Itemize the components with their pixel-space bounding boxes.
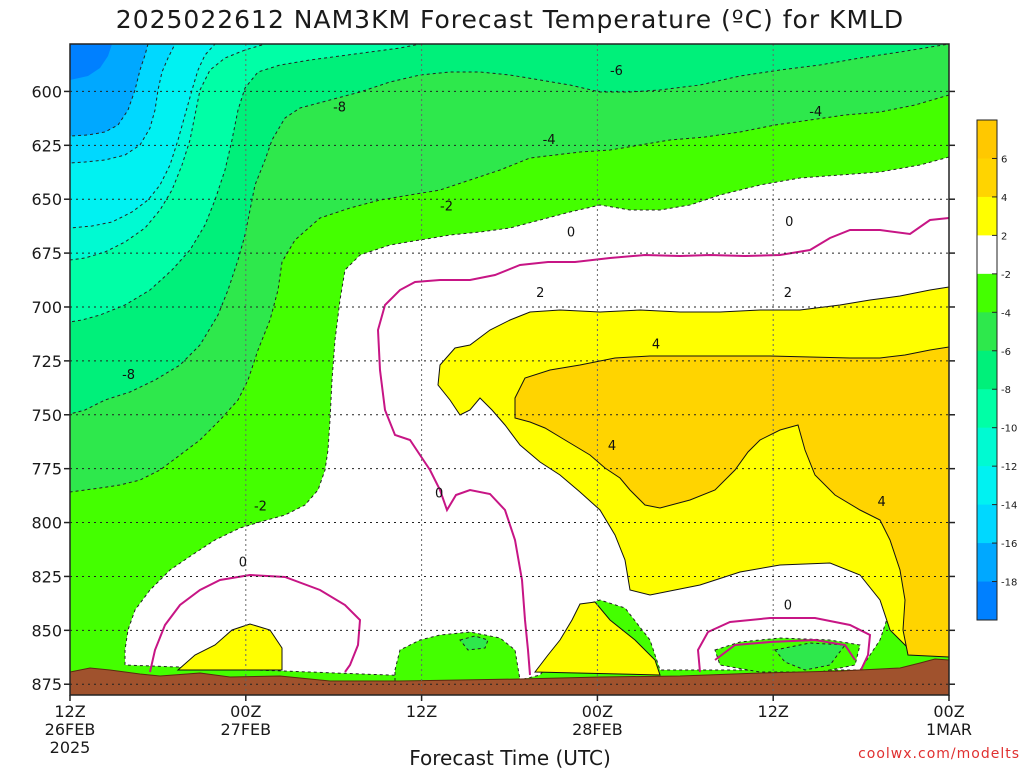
contour-label: 0 (784, 598, 792, 613)
y-gridlines (70, 90, 949, 685)
band-coldest (70, 44, 112, 80)
colorbar-bin (977, 504, 997, 544)
x-tick-label: 27FEB (220, 720, 271, 739)
y-tick-label: 600 (31, 82, 62, 101)
x-tick-label: 12Z (54, 702, 85, 721)
contour-label: 4 (652, 338, 660, 353)
colorbar-label: -8 (1001, 385, 1011, 396)
plot-area (70, 44, 949, 695)
colorbar-frame (976, 119, 998, 621)
contour-label: -4 (543, 133, 556, 148)
y-tick-label: 750 (31, 406, 62, 425)
chart-title: 2025022612 NAM3KM Forecast Temperature (… (116, 5, 904, 34)
band-plus2-surface-pocket-2 (534, 601, 661, 676)
contour-label: 4 (608, 439, 616, 454)
colorbar-bin (977, 543, 997, 583)
colorbar-label: 4 (1001, 193, 1007, 204)
colorbar-bin (977, 158, 997, 198)
y-tick-label: 675 (31, 244, 62, 263)
colorbar-label: -2 (1001, 270, 1011, 281)
colorbar-label: 2 (1001, 231, 1007, 242)
colorbar-label: -4 (1001, 308, 1011, 319)
contour-label: -8 (122, 368, 135, 383)
colorbar-bin (977, 273, 997, 313)
x-tick-label: 12Z (758, 702, 789, 721)
colorbar-label: -16 (1001, 539, 1017, 550)
contour-label: -6 (610, 64, 623, 79)
contour-label: -2 (254, 499, 267, 514)
y-tick-label: 625 (31, 136, 62, 155)
credit-text: coolwx.com/modelts (858, 746, 1020, 762)
x-gridlines (70, 44, 949, 695)
colorbar-label: -6 (1001, 347, 1011, 358)
x-axis-label: Forecast Time (UTC) (409, 746, 611, 768)
contour-label: 2 (784, 286, 792, 301)
y-tick-label: 725 (31, 352, 62, 371)
colorbar-label: -10 (1001, 424, 1017, 435)
x-tick-label: 2025 (50, 738, 91, 757)
band-plus4-plus6 (514, 346, 949, 658)
colorbar-label: -14 (1001, 501, 1017, 512)
y-tick-label: 650 (31, 190, 62, 209)
colorbar-bin (977, 120, 997, 159)
colorbar-bin (977, 350, 997, 390)
band-minus6 (70, 44, 949, 493)
contour-label: 0 (785, 215, 793, 230)
y-tick-label: 825 (31, 567, 62, 586)
band-minus6-surface-pocket (774, 642, 846, 671)
x-tick-label: 26FEB (45, 720, 96, 739)
freezing-line (149, 217, 949, 676)
y-tick-label: 800 (31, 514, 62, 533)
y-tick-label: 775 (31, 460, 62, 479)
colorbar-bin (977, 235, 997, 275)
colorbar-bin (977, 312, 997, 352)
x-tick-label: 28FEB (572, 720, 623, 739)
terrain-ground (70, 658, 949, 695)
band-minus6-surface-pocket-2 (459, 635, 489, 651)
x-tick-label: 00Z (582, 702, 613, 721)
contour-label: -2 (440, 200, 453, 215)
colorbar-label: 6 (1001, 154, 1007, 165)
contour-label: -8 (333, 101, 346, 116)
contour-label: 0 (567, 226, 575, 241)
colorbar-label: -12 (1001, 462, 1017, 473)
band-plus2-surface-pocket (176, 623, 283, 671)
colorbar-legend: 6 4 2 -2 -4 -6 -8 -10 -12 -14 -16 -18 (976, 119, 1017, 621)
colorbar-bin (977, 581, 997, 621)
y-tick-label: 700 (31, 298, 62, 317)
x-tick-label: 12Z (406, 702, 437, 721)
contour-label: 2 (536, 286, 544, 301)
x-tick-label: 1MAR (926, 720, 972, 739)
colorbar-bin (977, 196, 997, 236)
x-tick-label: 00Z (230, 702, 261, 721)
contour-label: 0 (435, 486, 443, 501)
x-tick-label: 00Z (933, 702, 964, 721)
contour-label: 0 (239, 555, 247, 570)
y-tick-label: 875 (31, 675, 62, 694)
colorbar-bin (977, 466, 997, 506)
colorbar-bin (977, 389, 997, 429)
colorbar-bin (977, 427, 997, 467)
y-axis: 600 625 650 675 700 725 750 775 800 825 850 875 (31, 82, 955, 694)
contour-label: 4 (877, 495, 885, 510)
plot-frame (69, 43, 950, 696)
contour-labels: -6 -8 -4 -4 -2 0 0 2 2 4 -8 4 0 4 -2 0 0 (122, 64, 886, 614)
contour-label: -4 (809, 105, 822, 120)
colorbar-label: -18 (1001, 578, 1017, 589)
y-tick-label: 850 (31, 621, 62, 640)
